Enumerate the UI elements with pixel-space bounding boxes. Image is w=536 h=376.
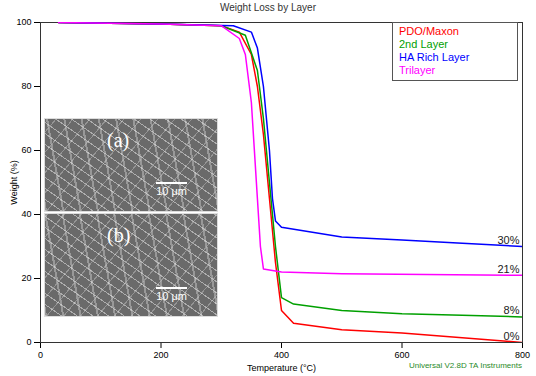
svg-text:200: 200 xyxy=(153,350,168,360)
html-text:2nd Layer: 2nd Layer xyxy=(399,38,448,50)
svg-text:0: 0 xyxy=(26,337,31,347)
svg-text:Weight (%): Weight (%) xyxy=(9,160,19,204)
html-text:Trilayer: Trilayer xyxy=(399,64,436,76)
html-text:PDO/Maxon: PDO/Maxon xyxy=(399,25,459,37)
html-text:Universal V2.8D TA Instruments: Universal V2.8D TA Instruments xyxy=(408,361,522,370)
svg-text:80: 80 xyxy=(21,81,31,91)
svg-text:0: 0 xyxy=(38,350,43,360)
svg-text:40: 40 xyxy=(21,209,31,219)
svg-text:8%: 8% xyxy=(504,304,520,316)
html-text:10 μm: 10 μm xyxy=(156,185,187,197)
html-text:(b): (b) xyxy=(107,224,131,246)
html-text:10 μm: 10 μm xyxy=(156,290,187,302)
svg-text:400: 400 xyxy=(274,350,289,360)
html-text:Weight Loss by Layer: Weight Loss by Layer xyxy=(220,2,316,13)
svg-text:21%: 21% xyxy=(497,263,519,275)
svg-text:600: 600 xyxy=(394,350,409,360)
svg-text:100: 100 xyxy=(16,17,31,27)
svg-text:0%: 0% xyxy=(504,330,520,342)
svg-text:800: 800 xyxy=(515,350,530,360)
html-text:HA Rich Layer: HA Rich Layer xyxy=(399,51,470,63)
svg-text:Temperature (°C): Temperature (°C) xyxy=(247,363,316,373)
svg-text:20: 20 xyxy=(21,273,31,283)
html-text:(a): (a) xyxy=(107,129,130,151)
svg-text:60: 60 xyxy=(21,145,31,155)
svg-text:30%: 30% xyxy=(497,234,519,246)
